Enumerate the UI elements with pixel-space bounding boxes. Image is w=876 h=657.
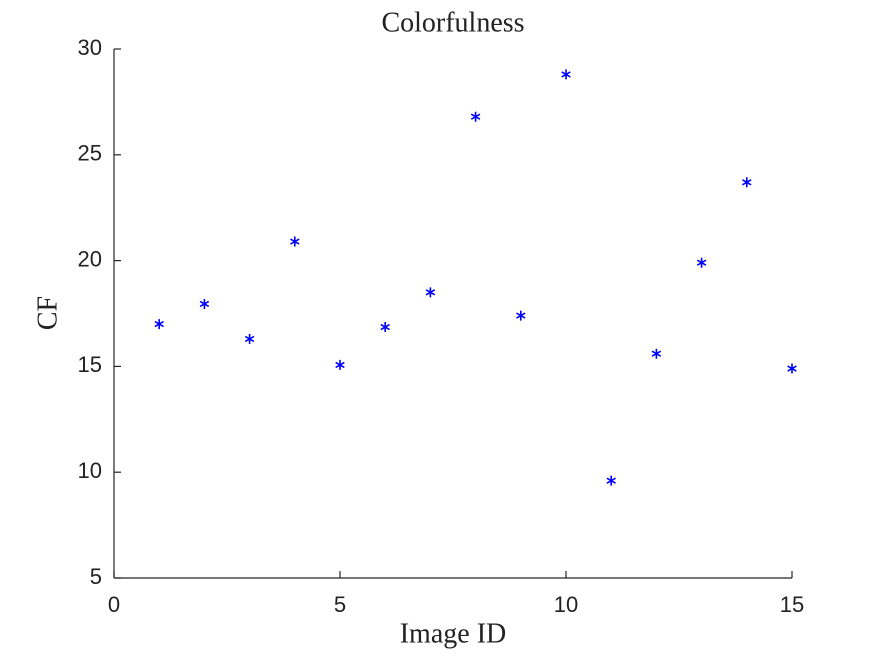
y-tick-label: 25 [78, 141, 102, 166]
point [606, 475, 616, 486]
point [154, 319, 164, 330]
point [561, 69, 571, 80]
point [380, 322, 390, 333]
y-tick-label: 15 [78, 352, 102, 377]
x-tick-label: 10 [554, 592, 578, 617]
chart-title: Colorfulness [381, 7, 524, 38]
y-axis-label: CF [32, 296, 63, 330]
point [290, 236, 300, 247]
point [787, 363, 797, 374]
y-tick-label: 5 [90, 564, 102, 589]
y-tick-label: 10 [78, 458, 102, 483]
point [335, 359, 345, 370]
point [244, 333, 255, 344]
point [742, 177, 752, 188]
point [696, 257, 707, 268]
y-tick-label: 30 [78, 35, 102, 60]
x-tick-label: 5 [334, 592, 346, 617]
point [516, 310, 526, 321]
point [425, 287, 436, 298]
y-tick-label: 20 [78, 246, 102, 271]
x-axis-label: Image ID [400, 618, 507, 649]
point [199, 298, 210, 309]
x-tick-label: 15 [780, 592, 804, 617]
point [470, 111, 481, 122]
point [651, 348, 662, 359]
x-tick-label: 0 [108, 592, 120, 617]
